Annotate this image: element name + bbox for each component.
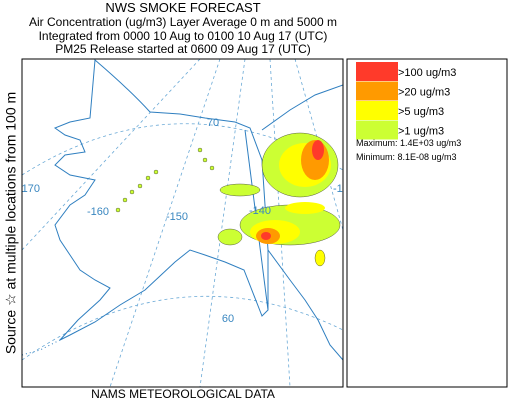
legend-maximum: Maximum: 1.4E+03 ug/m3: [356, 138, 461, 148]
subtitle-line: Integrated from 0000 10 Aug to 0100 10 A…: [39, 29, 328, 43]
graticule: [109, 59, 221, 387]
title: NWS SMOKE FORECAST: [105, 0, 260, 15]
map: 70 -170 -160 -150 -140 -130 60: [18, 59, 355, 387]
map-frame: [21, 58, 344, 388]
graticule: [199, 59, 246, 387]
legend-swatch: [356, 101, 398, 120]
graticule: [22, 59, 201, 251]
subtitle-line: PM25 Release started at 0600 09 Aug 17 (…: [55, 42, 310, 56]
legend-frame: [346, 58, 508, 388]
coastline: [267, 249, 343, 361]
legend-label: >20 ug/m3: [398, 87, 450, 99]
map-label: -150: [166, 211, 188, 223]
coastline: [53, 59, 269, 341]
graticule: [22, 295, 343, 361]
map-label: -130: [333, 183, 355, 195]
map-label: -140: [249, 205, 271, 217]
legend: >100 ug/m3 >20 ug/m3 >5 ug/m3 >1 ug/m3: [356, 62, 456, 140]
side-label: Source ☆ at multiple locations from 100 …: [3, 92, 19, 354]
footer: NAMS METEOROLOGICAL DATA: [91, 387, 275, 401]
legend-label: >100 ug/m3: [398, 67, 456, 79]
coastline: [261, 84, 343, 131]
map-label: 70: [207, 117, 219, 129]
map-label: 60: [222, 313, 234, 325]
subtitle-line: Air Concentration (ug/m3) Layer Average …: [29, 15, 337, 29]
legend-swatch: [356, 120, 398, 140]
map-label: -160: [87, 206, 109, 218]
legend-swatch: [356, 81, 398, 101]
aleutians: [22, 339, 61, 356]
graticule: [22, 123, 343, 176]
map-label: -170: [18, 183, 40, 195]
legend-label: >5 ug/m3: [398, 106, 444, 118]
legend-label: >1 ug/m3: [398, 126, 444, 138]
smoke: [115, 132, 341, 267]
legend-minimum: Minimum: 8.1E-08 ug/m3: [356, 152, 457, 162]
legend-swatch: [356, 62, 398, 81]
